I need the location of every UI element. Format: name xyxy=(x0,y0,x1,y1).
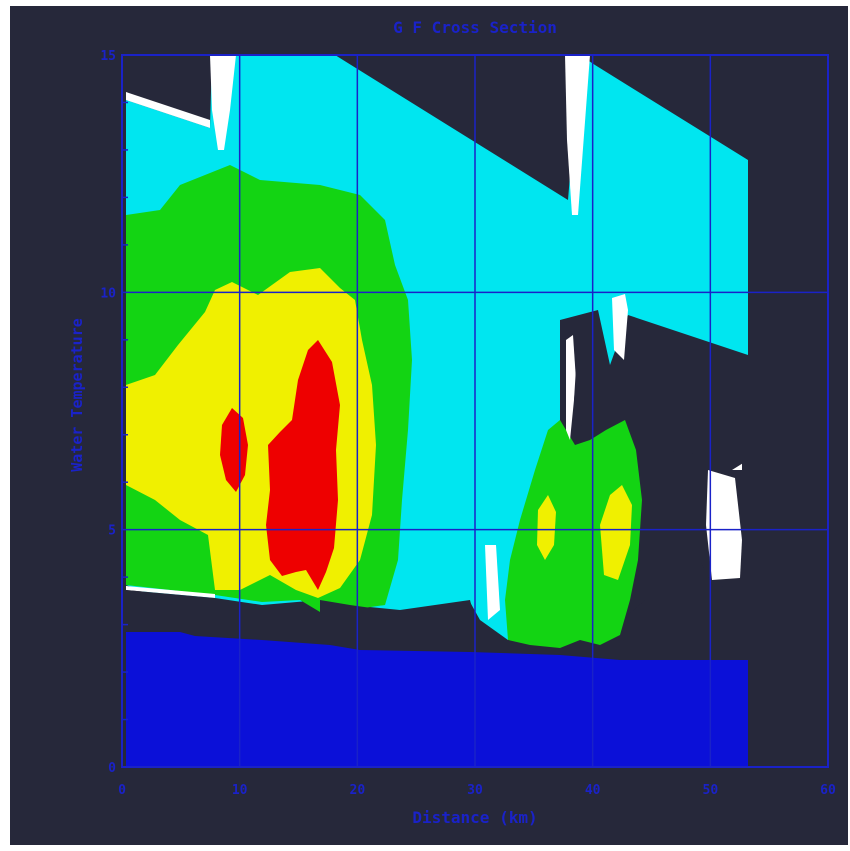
chart-title: G F Cross Section xyxy=(393,18,557,37)
nodata-edge xyxy=(126,586,215,598)
void-right-lower xyxy=(620,550,748,660)
x-tick-label: 10 xyxy=(232,783,248,798)
nodata-right-2 xyxy=(566,335,576,440)
void-notch xyxy=(574,368,600,430)
y-tick-label: 5 xyxy=(108,524,116,539)
y-axis-label: Water Temperature xyxy=(68,318,86,472)
x-tick-labels: 0 10 20 30 40 50 60 xyxy=(118,783,836,798)
nodata-right-1 xyxy=(612,294,628,360)
temperature-field xyxy=(126,55,748,767)
x-tick-label: 20 xyxy=(350,783,366,798)
axes-box xyxy=(121,54,829,768)
x-tick-label: 50 xyxy=(703,783,719,798)
grid xyxy=(122,55,828,767)
nodata-spike-2 xyxy=(565,55,590,215)
x-tick-label: 60 xyxy=(820,783,836,798)
band-warm-right-1 xyxy=(537,495,556,560)
band-warmest-2 xyxy=(266,340,340,590)
x-tick-label: 40 xyxy=(585,783,601,798)
band-cool-right xyxy=(505,420,642,648)
nodata-right-4 xyxy=(706,470,742,580)
y-tick-label: 15 xyxy=(100,49,116,64)
y-tick-label: 10 xyxy=(100,286,116,301)
nodata-mid xyxy=(485,545,500,620)
x-tick-label: 30 xyxy=(467,783,483,798)
x-tick-label: 0 xyxy=(118,783,126,798)
void-right-upper xyxy=(628,318,748,470)
y-tick-labels: 0 5 10 15 xyxy=(100,49,116,776)
band-warm-right-2 xyxy=(600,485,632,580)
band-warmest-1 xyxy=(220,408,248,492)
nodata-top-left xyxy=(126,92,210,128)
nodata-spike-1 xyxy=(210,55,236,150)
x-axis-label: Distance (km) xyxy=(412,808,537,827)
y-tick-label: 0 xyxy=(108,761,116,776)
